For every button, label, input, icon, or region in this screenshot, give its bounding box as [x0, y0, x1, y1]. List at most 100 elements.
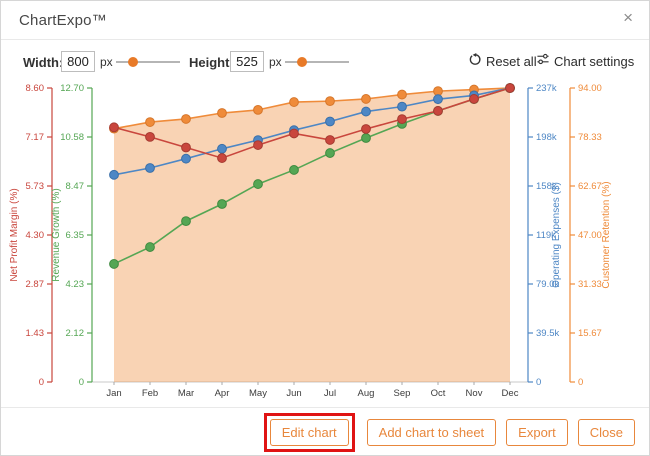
y-tick-label: 0 — [578, 377, 583, 388]
reset-all-button[interactable]: Reset all — [469, 53, 537, 69]
y-tick-label: 94.00 — [578, 83, 602, 94]
data-point — [325, 116, 335, 127]
chart-settings-icon — [536, 53, 550, 69]
series-dots-0 — [109, 83, 515, 163]
axis-title: Revenue Growth (%) — [51, 188, 62, 281]
data-point — [181, 216, 191, 227]
y-tick-label: 31.33 — [578, 279, 602, 290]
y-tick-label: 79.0k — [536, 279, 559, 290]
dialog-title: ChartExpo™ — [19, 12, 107, 29]
y-tick-label: 8.60 — [26, 83, 45, 94]
x-tick-label: Jan — [106, 388, 121, 399]
data-point — [181, 142, 191, 153]
x-tick-label: Oct — [431, 388, 446, 399]
series-line-0 — [113, 87, 511, 159]
reset-all-label: Reset all — [486, 53, 537, 69]
data-point — [145, 242, 155, 252]
data-point — [181, 114, 191, 124]
y-tick-label: 119k — [536, 230, 556, 241]
data-point — [397, 101, 407, 112]
x-tick-label: May — [249, 388, 267, 399]
y-tick-label: 12.70 — [60, 83, 84, 94]
height-slider-thumb[interactable] — [296, 57, 307, 67]
series-line-2 — [113, 87, 511, 176]
height-label: Height: — [189, 55, 234, 70]
data-point — [325, 96, 335, 107]
y-tick-label: 2.12 — [66, 328, 85, 339]
footer-buttons: Edit chart Add chart to sheet Export Clo… — [263, 413, 635, 452]
data-point — [109, 169, 119, 180]
axis-title: Net Profit Margin (%) — [9, 188, 20, 281]
y-tick-label: 2.87 — [26, 279, 45, 290]
data-point — [109, 122, 119, 133]
data-point — [433, 94, 443, 105]
y-tick-label: 158k — [536, 181, 557, 192]
reset-icon — [469, 53, 482, 69]
x-tick-label: Sep — [394, 388, 411, 399]
data-point — [397, 114, 407, 125]
y-tick-label: 198k — [536, 132, 557, 143]
axis-3: 94.00 78.33 62.67 47.00 31.33 15.67 0 Customer … — [569, 83, 612, 388]
add-chart-to-sheet-button[interactable]: Add chart to sheet — [366, 419, 497, 446]
close-button[interactable]: Close — [577, 419, 635, 446]
edit-chart-button[interactable]: Edit chart — [269, 419, 349, 446]
footer-divider — [1, 407, 649, 408]
axis-2: 237k 198k 158k 119k 79.0k 39.5k 0 Operating Exp… — [527, 83, 562, 388]
data-point — [433, 86, 443, 97]
data-point — [109, 259, 119, 269]
y-tick-label: 15.67 — [578, 328, 602, 339]
y-tick-label: 6.35 — [66, 230, 85, 241]
y-tick-label: 78.33 — [578, 132, 602, 143]
data-point — [469, 94, 479, 104]
data-point — [145, 131, 155, 142]
data-point — [361, 106, 371, 117]
y-tick-label: 39.5k — [536, 328, 559, 339]
x-tick-label: Feb — [142, 388, 158, 399]
data-point — [397, 89, 407, 100]
data-point — [217, 153, 227, 163]
y-tick-label: 62.67 — [578, 181, 602, 192]
x-tick-label: Dec — [502, 388, 519, 399]
y-tick-label: 0 — [536, 377, 541, 388]
data-point — [145, 163, 155, 173]
width-slider[interactable] — [116, 57, 180, 67]
x-tick-label: Nov — [466, 388, 483, 399]
data-point — [289, 128, 299, 139]
series-line-3 — [113, 87, 511, 130]
chart-settings-label: Chart settings — [554, 53, 635, 69]
height-input[interactable] — [230, 51, 264, 72]
y-tick-label: 8.47 — [66, 181, 85, 192]
chart-settings-button[interactable]: Chart settings — [536, 53, 634, 69]
axis-1: 12.70 10.58 8.47 6.35 4.23 2.12 0 Revenue Growt… — [51, 83, 93, 388]
width-unit: px — [100, 55, 113, 69]
width-input[interactable] — [61, 51, 95, 72]
data-point — [361, 133, 371, 143]
retention-area — [114, 88, 510, 382]
width-slider-thumb[interactable] — [127, 57, 138, 67]
close-icon[interactable]: × — [623, 8, 633, 27]
data-point — [325, 135, 335, 145]
export-button[interactable]: Export — [506, 419, 568, 446]
y-tick-label: 4.30 — [26, 230, 45, 241]
y-tick-label: 5.73 — [26, 181, 45, 192]
x-tick-label: Mar — [178, 388, 194, 399]
height-slider[interactable] — [285, 57, 349, 67]
width-label: Width: — [23, 55, 64, 70]
data-point — [217, 199, 227, 209]
x-axis: Jan Feb Mar Apr May Jun Jul Aug Sep Oct Nov Dec — [92, 381, 528, 399]
data-point — [145, 117, 155, 127]
data-point — [253, 104, 263, 115]
x-tick-label: Jun — [286, 388, 301, 399]
data-point — [253, 140, 263, 150]
height-unit: px — [269, 55, 282, 69]
y-tick-label: 0 — [79, 377, 84, 388]
data-point — [217, 143, 227, 154]
y-tick-label: 237k — [536, 83, 557, 94]
data-point — [361, 124, 371, 134]
data-point — [181, 153, 191, 164]
x-tick-label: Jul — [324, 388, 336, 399]
edit-chart-highlight-box: Edit chart — [263, 413, 355, 452]
x-tick-label: Apr — [215, 388, 230, 399]
data-point — [325, 148, 335, 158]
